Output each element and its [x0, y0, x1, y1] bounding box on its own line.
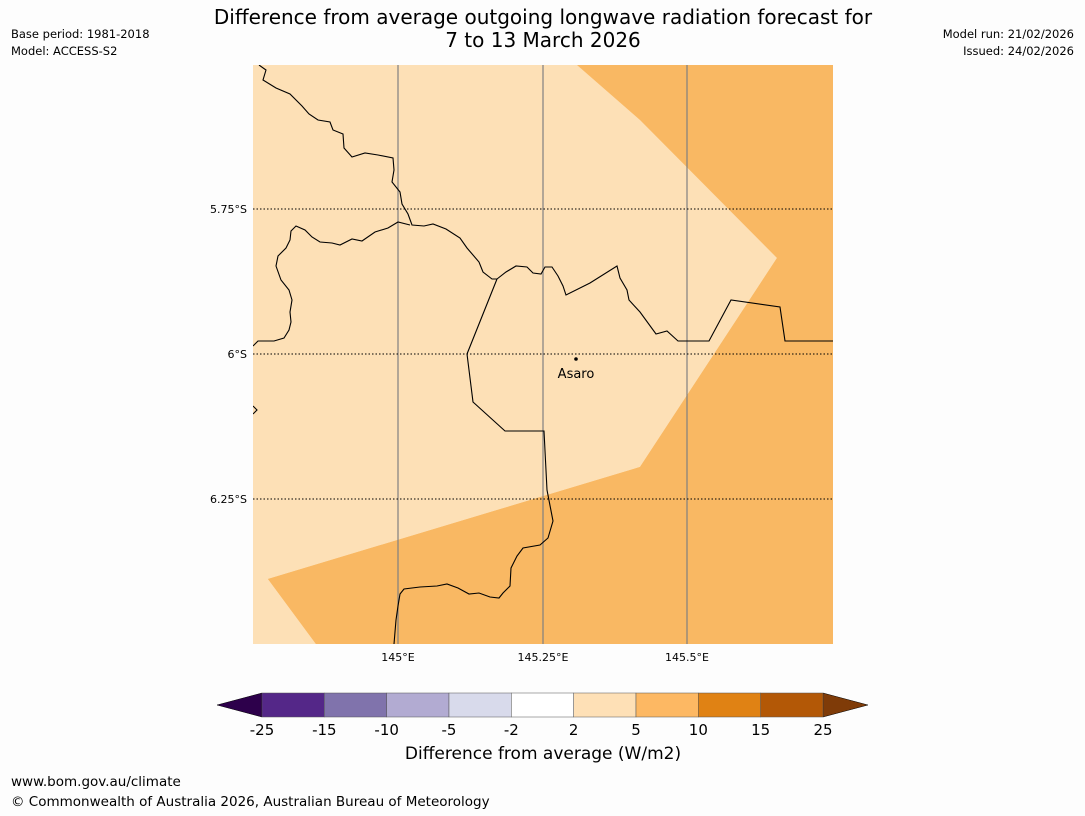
colorbar-segment — [386, 692, 450, 718]
title-line-2: 7 to 13 March 2026 — [445, 28, 641, 52]
lon-label-145-5e: 145.5°E — [665, 651, 709, 664]
colorbar-segment — [511, 692, 574, 718]
province-border-edge — [253, 405, 258, 415]
province-border-southwest — [253, 221, 411, 347]
colorbar-extend-low — [216, 692, 263, 718]
base-period-text: Base period: 1981-2018 — [11, 27, 150, 41]
colorbar-tick-label: -2 — [504, 721, 519, 739]
colorbar-tick-label: -5 — [442, 721, 457, 739]
colorbar-tick-label: 15 — [751, 721, 770, 739]
lat-label-6-25s: 6.25°S — [210, 493, 247, 506]
meta-right: Model run: 21/02/2026 Issued: 24/02/2026 — [943, 26, 1074, 60]
colorbar-segment — [448, 692, 512, 718]
colorbar-segment — [261, 692, 325, 718]
lon-label-145e: 145°E — [381, 651, 414, 664]
colorbar: -25 -15 -10 -5 -2 2 5 10 15 25 — [216, 692, 869, 739]
footer-url[interactable]: www.bom.gov.au/climate — [11, 774, 181, 790]
colorbar-tick-label: 2 — [569, 721, 579, 739]
map-title: Difference from average outgoing longwav… — [143, 6, 943, 52]
asaro-label: Asaro — [558, 367, 595, 382]
title-line-1: Difference from average outgoing longwav… — [213, 5, 873, 29]
lat-label-6s: 6°S — [228, 348, 247, 361]
model-text: Model: ACCESS-S2 — [11, 44, 118, 58]
colorbar-segment — [698, 692, 761, 718]
colorbar-title: Difference from average (W/m2) — [404, 744, 682, 764]
colorbar-tick-label: 10 — [689, 721, 708, 739]
colorbar-segment — [573, 692, 637, 718]
lon-label-145-25e: 145.25°E — [518, 651, 569, 664]
colorbar-tick-label: 25 — [813, 721, 832, 739]
colorbar-tick-label: -10 — [374, 721, 399, 739]
colorbar-segment — [635, 692, 699, 718]
province-border-central — [393, 278, 554, 644]
colorbar-segment — [760, 692, 824, 718]
colorbar-tick-label: 5 — [631, 721, 641, 739]
region-medium-orange-south — [268, 258, 833, 644]
lat-label-5-75s: 5.75°S — [210, 203, 247, 216]
meta-left: Base period: 1981-2018 Model: ACCESS-S2 — [11, 26, 150, 60]
colorbar-segments — [261, 692, 824, 718]
colorbar-tick-label: -25 — [250, 721, 275, 739]
footer-copyright: © Commonwealth of Australia 2026, Austra… — [11, 794, 490, 810]
asaro-marker — [574, 357, 578, 361]
province-border-north — [258, 65, 497, 280]
colorbar-segment — [324, 692, 387, 718]
colorbar-tick-label: -15 — [312, 721, 337, 739]
issued-text: Issued: 24/02/2026 — [963, 44, 1074, 58]
colorbar-tick-labels: -25 -15 -10 -5 -2 2 5 10 15 25 — [250, 721, 833, 739]
model-run-text: Model run: 21/02/2026 — [942, 27, 1074, 41]
map-panel: Asaro 5.75°S 6°S 6.25°S 145°E 145.25°E 1… — [210, 65, 833, 664]
colorbar-extend-high — [822, 692, 869, 718]
province-border-west — [496, 265, 833, 342]
